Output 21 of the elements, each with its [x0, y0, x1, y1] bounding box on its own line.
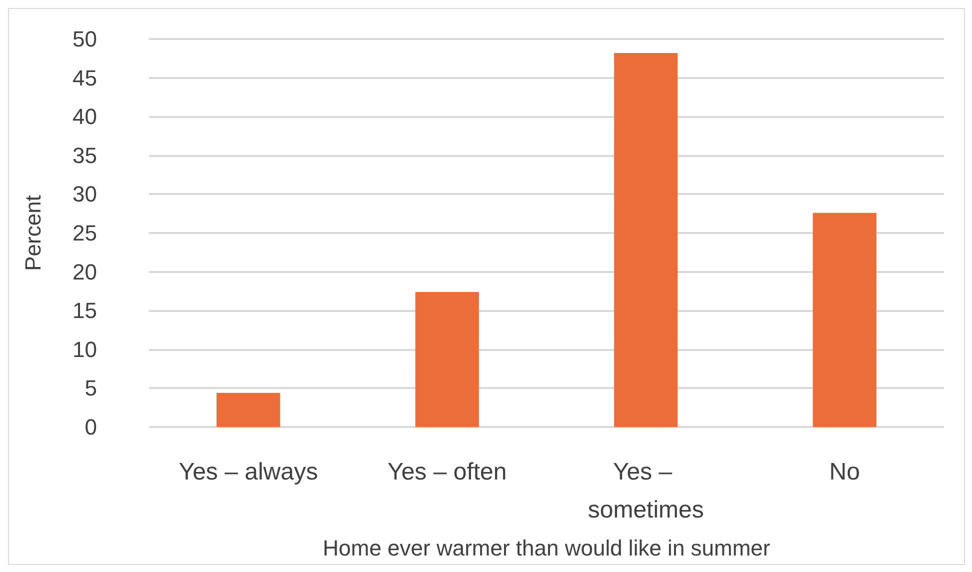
bar: [812, 212, 876, 427]
y-tick-label: 15: [72, 298, 97, 324]
y-tick-label: 50: [72, 26, 97, 52]
y-tick-label: 40: [72, 104, 97, 130]
y-tick-label: 10: [72, 336, 97, 362]
x-tick-label: Yes – often: [388, 458, 507, 486]
x-axis-title: Home ever warmer than would like in summer: [322, 536, 770, 560]
y-tick-label: 35: [72, 142, 97, 168]
y-tick-label: 30: [72, 182, 97, 207]
y-tick-label: 25: [72, 220, 97, 246]
x-tick-label: No: [829, 458, 860, 486]
y-tick-label: 5: [84, 376, 97, 401]
y-tick-label: 0: [84, 414, 97, 440]
bar: [614, 52, 678, 427]
bar: [415, 292, 479, 427]
y-tick-label: 20: [72, 259, 97, 284]
x-tick-label: Yes – sometimes: [588, 458, 704, 524]
bar: [216, 392, 280, 427]
x-tick-label: Yes – always: [178, 458, 318, 486]
y-axis-title: Percent: [20, 195, 46, 271]
y-tick-label: 45: [72, 65, 97, 90]
